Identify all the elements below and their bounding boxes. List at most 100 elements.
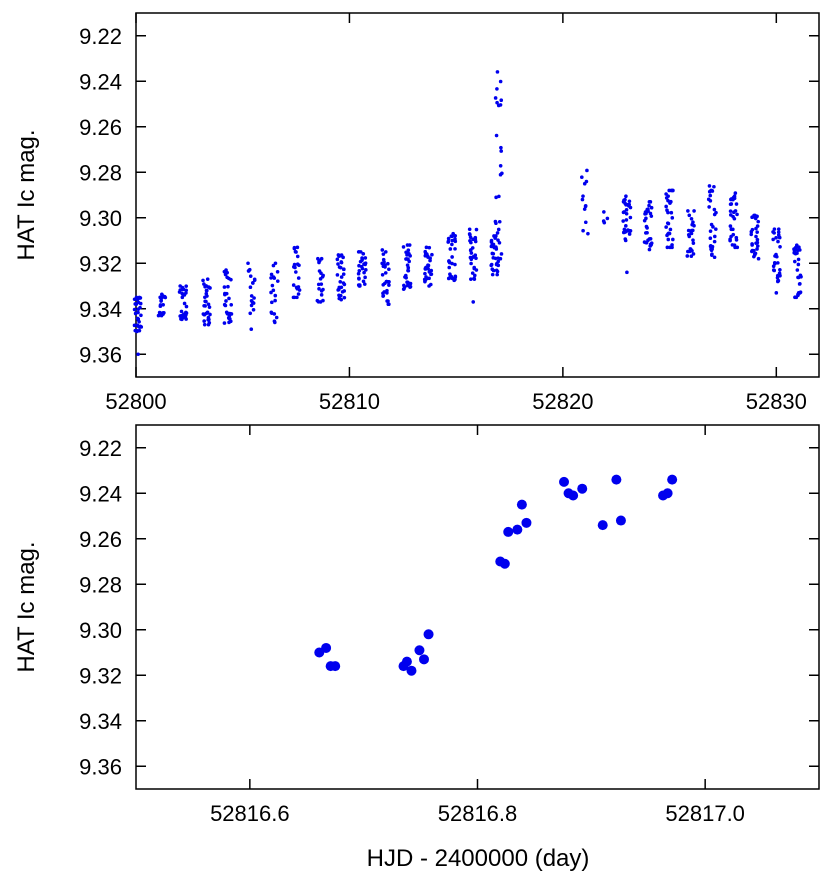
- data-point: [342, 282, 347, 287]
- data-point: [429, 268, 434, 273]
- data-point: [208, 286, 212, 290]
- y-tick-label: 9.28: [79, 160, 122, 185]
- top-x-axis-ticks: 52800 52810 52820 52830: [105, 13, 807, 414]
- data-point: [426, 263, 431, 268]
- data-point: [453, 233, 458, 238]
- data-point: [778, 267, 782, 272]
- data-point: [318, 277, 323, 281]
- data-point: [414, 645, 425, 656]
- data-point: [247, 267, 252, 272]
- data-point: [201, 278, 205, 283]
- data-point: [753, 216, 758, 221]
- data-point: [772, 231, 776, 235]
- data-point: [667, 474, 678, 485]
- data-point: [685, 254, 690, 258]
- data-point: [754, 226, 758, 231]
- y-tick-label: 9.26: [79, 527, 122, 552]
- data-point: [291, 283, 296, 287]
- data-point: [499, 98, 504, 103]
- data-point: [248, 274, 253, 278]
- y-tick-label: 9.34: [79, 297, 122, 322]
- y-tick-label: 9.36: [79, 342, 122, 367]
- data-point: [495, 272, 499, 277]
- data-point: [754, 241, 758, 245]
- y-tick-label: 9.32: [79, 663, 122, 688]
- top-y-axis-ticks: 9.22 9.24 9.26 9.28 9.30 9.32 9.34 9.36: [79, 24, 819, 367]
- data-point: [625, 202, 630, 207]
- data-point: [184, 317, 188, 321]
- data-point: [498, 79, 503, 84]
- data-point: [203, 304, 207, 308]
- data-point: [628, 215, 633, 220]
- data-point: [796, 262, 801, 267]
- data-point: [248, 311, 253, 316]
- data-point: [203, 295, 207, 300]
- data-point: [387, 267, 391, 272]
- data-point: [585, 168, 589, 173]
- data-point: [798, 248, 802, 252]
- data-point: [774, 236, 778, 240]
- data-point: [180, 295, 185, 300]
- data-point: [728, 224, 733, 228]
- data-point: [776, 261, 780, 265]
- data-point: [228, 311, 233, 316]
- data-point: [337, 296, 342, 301]
- data-point: [495, 70, 500, 74]
- data-point: [664, 225, 668, 229]
- data-point: [707, 184, 712, 188]
- data-point: [229, 277, 233, 282]
- data-point: [184, 304, 189, 309]
- data-point: [495, 261, 499, 266]
- data-point: [586, 231, 590, 236]
- data-point: [182, 315, 186, 319]
- data-point: [423, 278, 428, 282]
- data-point: [202, 322, 207, 327]
- data-point: [582, 207, 587, 211]
- data-point: [749, 249, 754, 254]
- data-point: [728, 202, 733, 207]
- data-point: [666, 237, 671, 242]
- data-point: [362, 282, 367, 286]
- data-point: [671, 237, 675, 242]
- data-point: [381, 291, 385, 296]
- data-point: [406, 665, 417, 676]
- data-point: [472, 276, 476, 281]
- data-point: [665, 245, 670, 250]
- data-point: [687, 213, 692, 218]
- y-tick-label: 9.36: [79, 754, 122, 779]
- data-point: [750, 242, 754, 246]
- data-point: [664, 196, 669, 200]
- data-point: [689, 254, 694, 259]
- data-point: [408, 284, 413, 289]
- data-point: [225, 311, 230, 316]
- data-point: [430, 252, 434, 257]
- data-point: [427, 284, 431, 288]
- data-point: [342, 289, 347, 293]
- data-point: [671, 188, 675, 193]
- data-point: [158, 304, 163, 309]
- data-point: [162, 310, 166, 315]
- data-point: [135, 323, 140, 327]
- data-point: [622, 210, 626, 214]
- data-point: [447, 259, 451, 263]
- data-point: [621, 219, 625, 223]
- data-point: [337, 265, 342, 269]
- data-point: [495, 87, 499, 91]
- data-point: [132, 307, 137, 312]
- data-point: [251, 308, 256, 312]
- data-point: [495, 269, 500, 274]
- data-point: [204, 299, 208, 304]
- data-point: [584, 179, 589, 184]
- data-point: [274, 315, 279, 320]
- data-point: [316, 282, 321, 287]
- data-point: [139, 325, 144, 329]
- data-point: [251, 281, 255, 285]
- data-point: [792, 247, 796, 251]
- data-point: [386, 302, 391, 307]
- y-tick-label: 9.30: [79, 206, 122, 231]
- data-point: [249, 294, 254, 298]
- data-point: [732, 210, 736, 214]
- data-point: [624, 218, 629, 222]
- data-point: [223, 303, 228, 308]
- data-point: [728, 237, 732, 242]
